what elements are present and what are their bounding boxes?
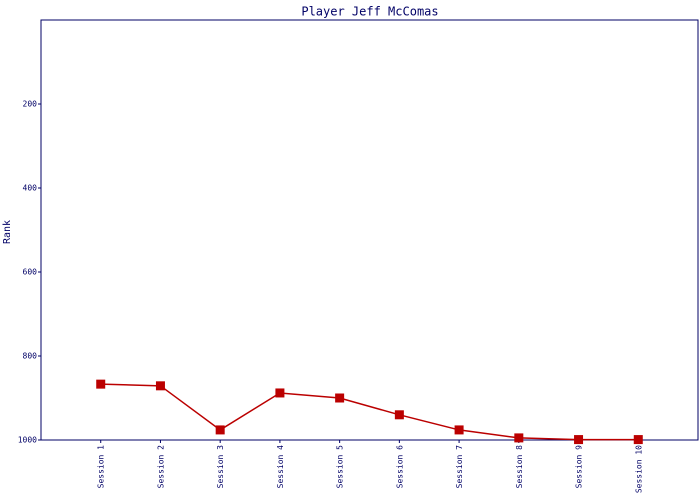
marker [633,435,643,445]
x-tick-label: Session 9 [575,445,584,489]
x-tick-label: Session 8 [515,445,524,489]
marker [335,393,345,403]
y-tick-label: 1000 [18,436,37,445]
marker [514,433,524,443]
marker [96,379,106,389]
x-tick-label: Session 4 [276,445,285,489]
y-tick-label: 200 [23,100,38,109]
marker [275,388,285,398]
marker [155,381,165,391]
marker [454,425,464,435]
x-tick-label: Session 7 [455,445,464,489]
x-tick-label: Session 3 [216,445,225,489]
x-tick-label: Session 5 [336,445,345,489]
y-axis-label: Rank [2,220,13,244]
plot-frame [40,19,699,441]
x-tick-label: Session 2 [156,445,165,489]
marker [574,435,584,445]
x-tick-label: Session 1 [97,445,106,489]
chart-title: Player Jeff McComas [301,5,438,19]
marker [215,425,225,435]
marker [394,410,404,420]
y-tick-label: 800 [23,352,38,361]
x-tick-label: Session 10 [634,445,643,493]
x-tick-label: Session 6 [395,445,404,489]
y-tick-label: 600 [23,268,38,277]
line [100,383,639,441]
y-tick-label: 400 [23,184,38,193]
